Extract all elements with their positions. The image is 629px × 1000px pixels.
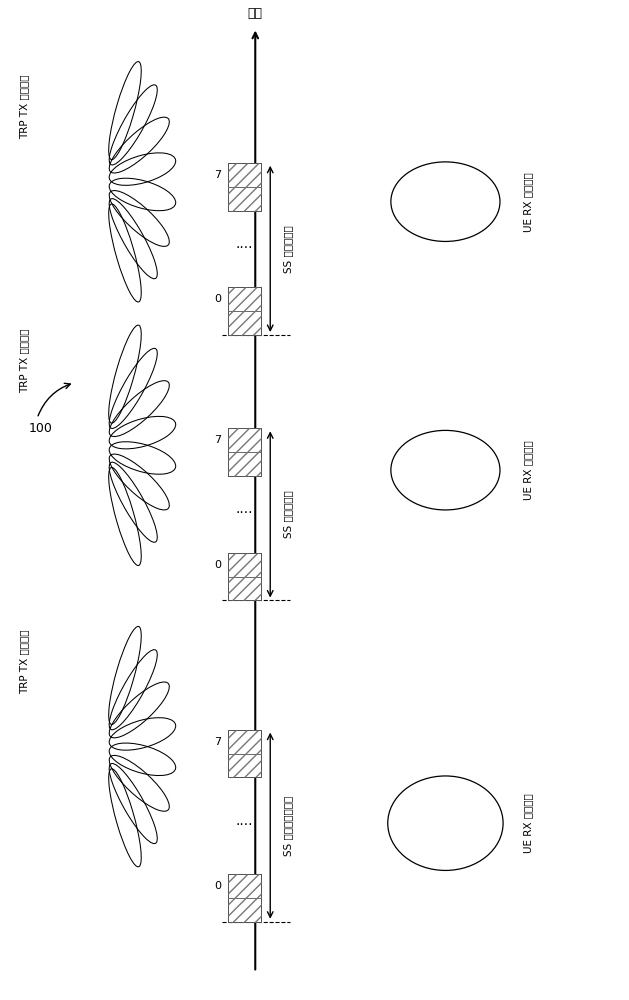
Text: ....: .... bbox=[236, 502, 253, 516]
Bar bbox=[228, 163, 261, 187]
Text: TRP TX 波束扫描: TRP TX 波束扫描 bbox=[19, 630, 30, 694]
Bar bbox=[228, 577, 261, 600]
Text: SS 发送的周期: SS 发送的周期 bbox=[282, 491, 292, 538]
Bar bbox=[228, 874, 261, 898]
Bar bbox=[228, 754, 261, 777]
Text: SS 发送的持续时间: SS 发送的持续时间 bbox=[282, 796, 292, 856]
Text: 7: 7 bbox=[214, 170, 221, 180]
Bar bbox=[228, 163, 261, 187]
Bar bbox=[228, 187, 261, 211]
Text: ....: .... bbox=[236, 237, 253, 251]
Bar bbox=[228, 287, 261, 311]
Text: 100: 100 bbox=[29, 422, 53, 435]
Text: TRP TX 波束扫描: TRP TX 波束扫描 bbox=[19, 75, 30, 139]
Text: TRP TX 波束扫描: TRP TX 波束扫描 bbox=[19, 329, 30, 393]
Text: 时间: 时间 bbox=[248, 7, 263, 20]
Bar bbox=[228, 452, 261, 476]
Bar bbox=[228, 311, 261, 335]
Bar bbox=[228, 577, 261, 600]
Text: 0: 0 bbox=[214, 294, 221, 304]
Bar bbox=[228, 428, 261, 452]
Text: 7: 7 bbox=[214, 737, 221, 747]
Bar bbox=[228, 754, 261, 777]
Text: 0: 0 bbox=[214, 560, 221, 570]
Bar bbox=[228, 898, 261, 922]
Bar bbox=[228, 452, 261, 476]
Text: UE RX 固定波束: UE RX 固定波束 bbox=[523, 440, 533, 500]
Bar bbox=[228, 553, 261, 577]
Bar bbox=[228, 730, 261, 754]
Bar bbox=[228, 311, 261, 335]
Text: ....: .... bbox=[236, 814, 253, 828]
Bar bbox=[228, 730, 261, 754]
Bar bbox=[228, 187, 261, 211]
Text: 7: 7 bbox=[214, 435, 221, 445]
Text: UE RX 固定波束: UE RX 固定波束 bbox=[523, 172, 533, 232]
Text: SS 发送的周期: SS 发送的周期 bbox=[282, 225, 292, 273]
Text: 0: 0 bbox=[214, 881, 221, 891]
Bar bbox=[228, 428, 261, 452]
Bar bbox=[228, 287, 261, 311]
Bar bbox=[228, 874, 261, 898]
Bar bbox=[228, 553, 261, 577]
Text: UE RX 固定波束: UE RX 固定波束 bbox=[523, 793, 533, 853]
Bar bbox=[228, 898, 261, 922]
